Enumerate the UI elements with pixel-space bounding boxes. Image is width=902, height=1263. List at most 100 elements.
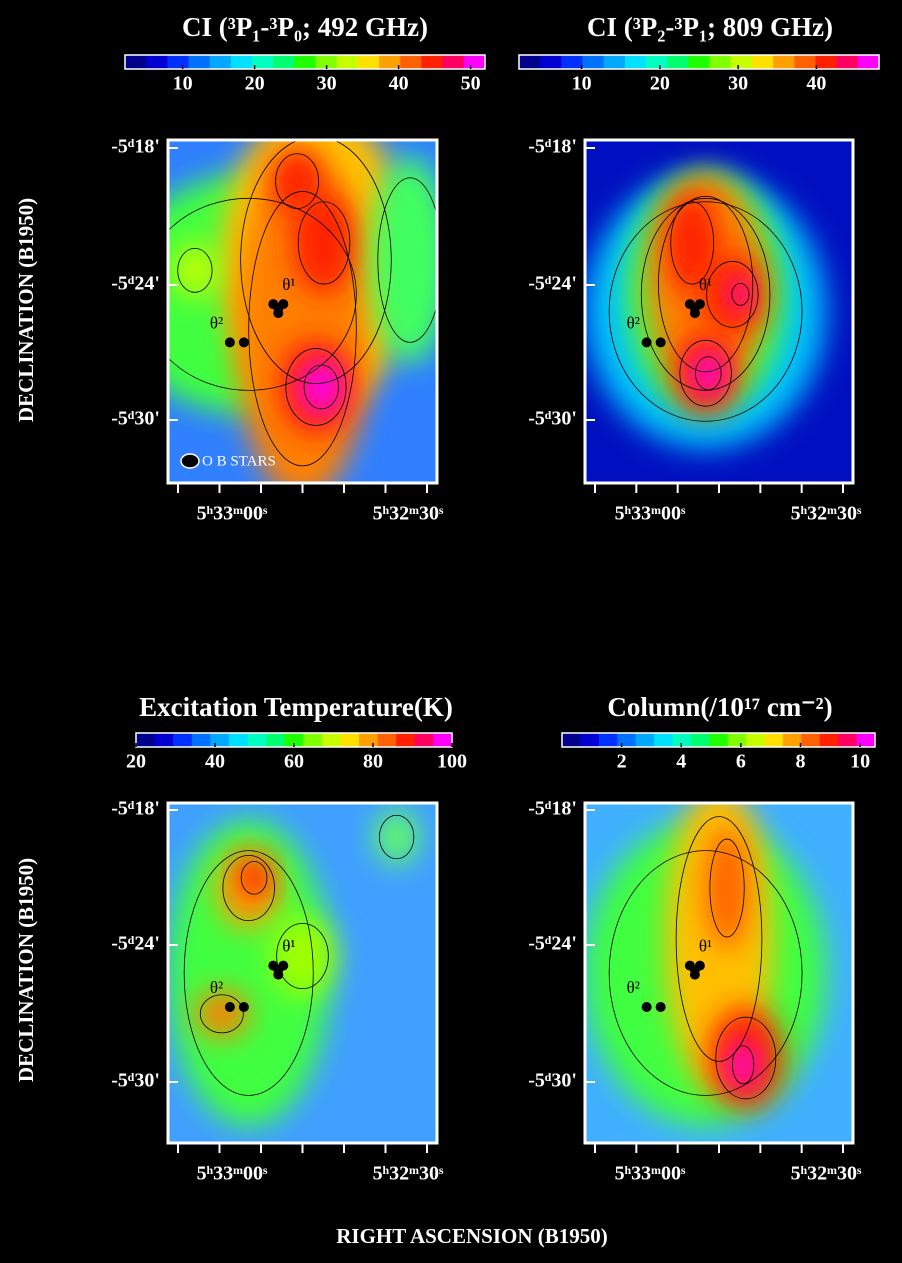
- colorbar-tick-label: 40: [806, 73, 826, 95]
- x-tick-label: 5ʰ33ᵐ00ˢ: [197, 503, 268, 525]
- y-tick-label: -5ᵈ18': [528, 798, 577, 820]
- colorbar-step: [192, 733, 211, 747]
- colorbar-tick-label: 4: [676, 751, 686, 773]
- y-axis-label: DECLINATION (B1950): [14, 198, 38, 422]
- star: [690, 970, 700, 980]
- colorbar-tick-label: 100: [437, 751, 467, 773]
- y-tick-label: -5ᵈ24': [528, 273, 577, 295]
- x-tick-label: 5ʰ32ᵐ30ˢ: [373, 503, 444, 525]
- colorbar-step: [415, 733, 434, 747]
- star: [695, 299, 705, 309]
- star: [642, 337, 652, 347]
- colorbar-step: [359, 733, 378, 747]
- legend-symbol: [181, 454, 199, 468]
- star-label: θ²: [627, 313, 640, 332]
- colorbar-tick-label: 60: [284, 751, 304, 773]
- star: [685, 961, 695, 971]
- star-label: θ¹: [699, 275, 712, 294]
- colorbar-step: [801, 733, 820, 747]
- colorbar-step: [266, 733, 285, 747]
- colorbar-step: [125, 55, 147, 69]
- star: [268, 299, 278, 309]
- star: [656, 337, 666, 347]
- colorbar-step: [248, 733, 267, 747]
- colorbar-step: [322, 733, 341, 747]
- y-tick-label: -5ᵈ30': [528, 408, 577, 430]
- y-tick-label: -5ᵈ18': [528, 136, 577, 158]
- colorbar-step: [561, 55, 583, 69]
- colorbar-step: [173, 733, 192, 747]
- colorbar-step: [210, 55, 232, 69]
- colorbar-step: [709, 733, 728, 747]
- colorbar-step: [396, 733, 415, 747]
- colorbar-step: [636, 733, 655, 747]
- star: [273, 308, 283, 318]
- colorbar-step: [231, 55, 253, 69]
- colorbar-tick-label: 20: [650, 73, 670, 95]
- y-axis-label: DECLINATION (B1950): [14, 858, 38, 1082]
- colorbar-tick-label: 20: [245, 73, 265, 95]
- star: [685, 299, 695, 309]
- colorbar-step: [562, 733, 581, 747]
- star: [278, 299, 288, 309]
- colorbar-step: [746, 733, 765, 747]
- colorbar-step: [229, 733, 248, 747]
- colorbar-step: [752, 55, 774, 69]
- colorbar-step: [599, 733, 618, 747]
- y-tick-label: -5ᵈ24': [528, 933, 577, 955]
- colorbar-step: [273, 55, 295, 69]
- map-region: [730, 1041, 757, 1089]
- colorbar-tick-label: 20: [126, 751, 146, 773]
- x-tick-label: 5ʰ33ᵐ00ˢ: [615, 1163, 686, 1185]
- panel-title: Excitation Temperature(K): [139, 692, 453, 722]
- colorbar-step: [189, 55, 211, 69]
- map-region: [692, 353, 724, 394]
- colorbar-step: [210, 733, 229, 747]
- y-tick-label: -5ᵈ18': [111, 798, 160, 820]
- colorbar-step: [519, 55, 541, 69]
- colorbar-step: [815, 55, 837, 69]
- panel-title: Column(/10¹⁷ cm⁻²): [607, 692, 832, 722]
- y-tick-label: -5ᵈ30': [111, 408, 160, 430]
- star: [642, 1002, 652, 1012]
- star: [239, 1002, 249, 1012]
- star-label: θ¹: [699, 937, 712, 956]
- y-tick-label: -5ᵈ18': [111, 136, 160, 158]
- colorbar-step: [303, 733, 322, 747]
- colorbar-step: [340, 733, 359, 747]
- colorbar-step: [136, 733, 155, 747]
- star: [268, 961, 278, 971]
- star-label: θ²: [210, 313, 223, 332]
- star: [278, 961, 288, 971]
- colorbar-step: [400, 55, 422, 69]
- star: [225, 337, 235, 347]
- y-tick-label: -5ᵈ24': [111, 933, 160, 955]
- colorbar-step: [146, 55, 168, 69]
- map-region: [270, 915, 335, 997]
- colorbar-step: [794, 55, 816, 69]
- star-label: θ²: [210, 978, 223, 997]
- map: [168, 803, 437, 1143]
- x-tick-label: 5ʰ33ᵐ00ˢ: [197, 1163, 268, 1185]
- colorbar-step: [731, 55, 753, 69]
- x-tick-label: 5ʰ32ᵐ30ˢ: [791, 1163, 862, 1185]
- colorbar-step: [464, 55, 486, 69]
- colorbar-step: [433, 733, 452, 747]
- colorbar-tick-label: 10: [173, 73, 193, 95]
- colorbar-tick-label: 10: [572, 73, 592, 95]
- map: [585, 140, 853, 483]
- star: [225, 1002, 235, 1012]
- colorbar-tick-label: 6: [736, 751, 746, 773]
- colorbar-tick-label: 80: [363, 751, 383, 773]
- star-label: θ²: [627, 978, 640, 997]
- map-region: [706, 827, 749, 949]
- x-tick-label: 5ʰ32ᵐ30ˢ: [373, 1163, 444, 1185]
- map-region: [173, 243, 216, 298]
- colorbar-step: [167, 55, 189, 69]
- colorbar-step: [358, 55, 380, 69]
- colorbar-step: [838, 733, 857, 747]
- map-region: [270, 147, 324, 216]
- colorbar-step: [688, 55, 710, 69]
